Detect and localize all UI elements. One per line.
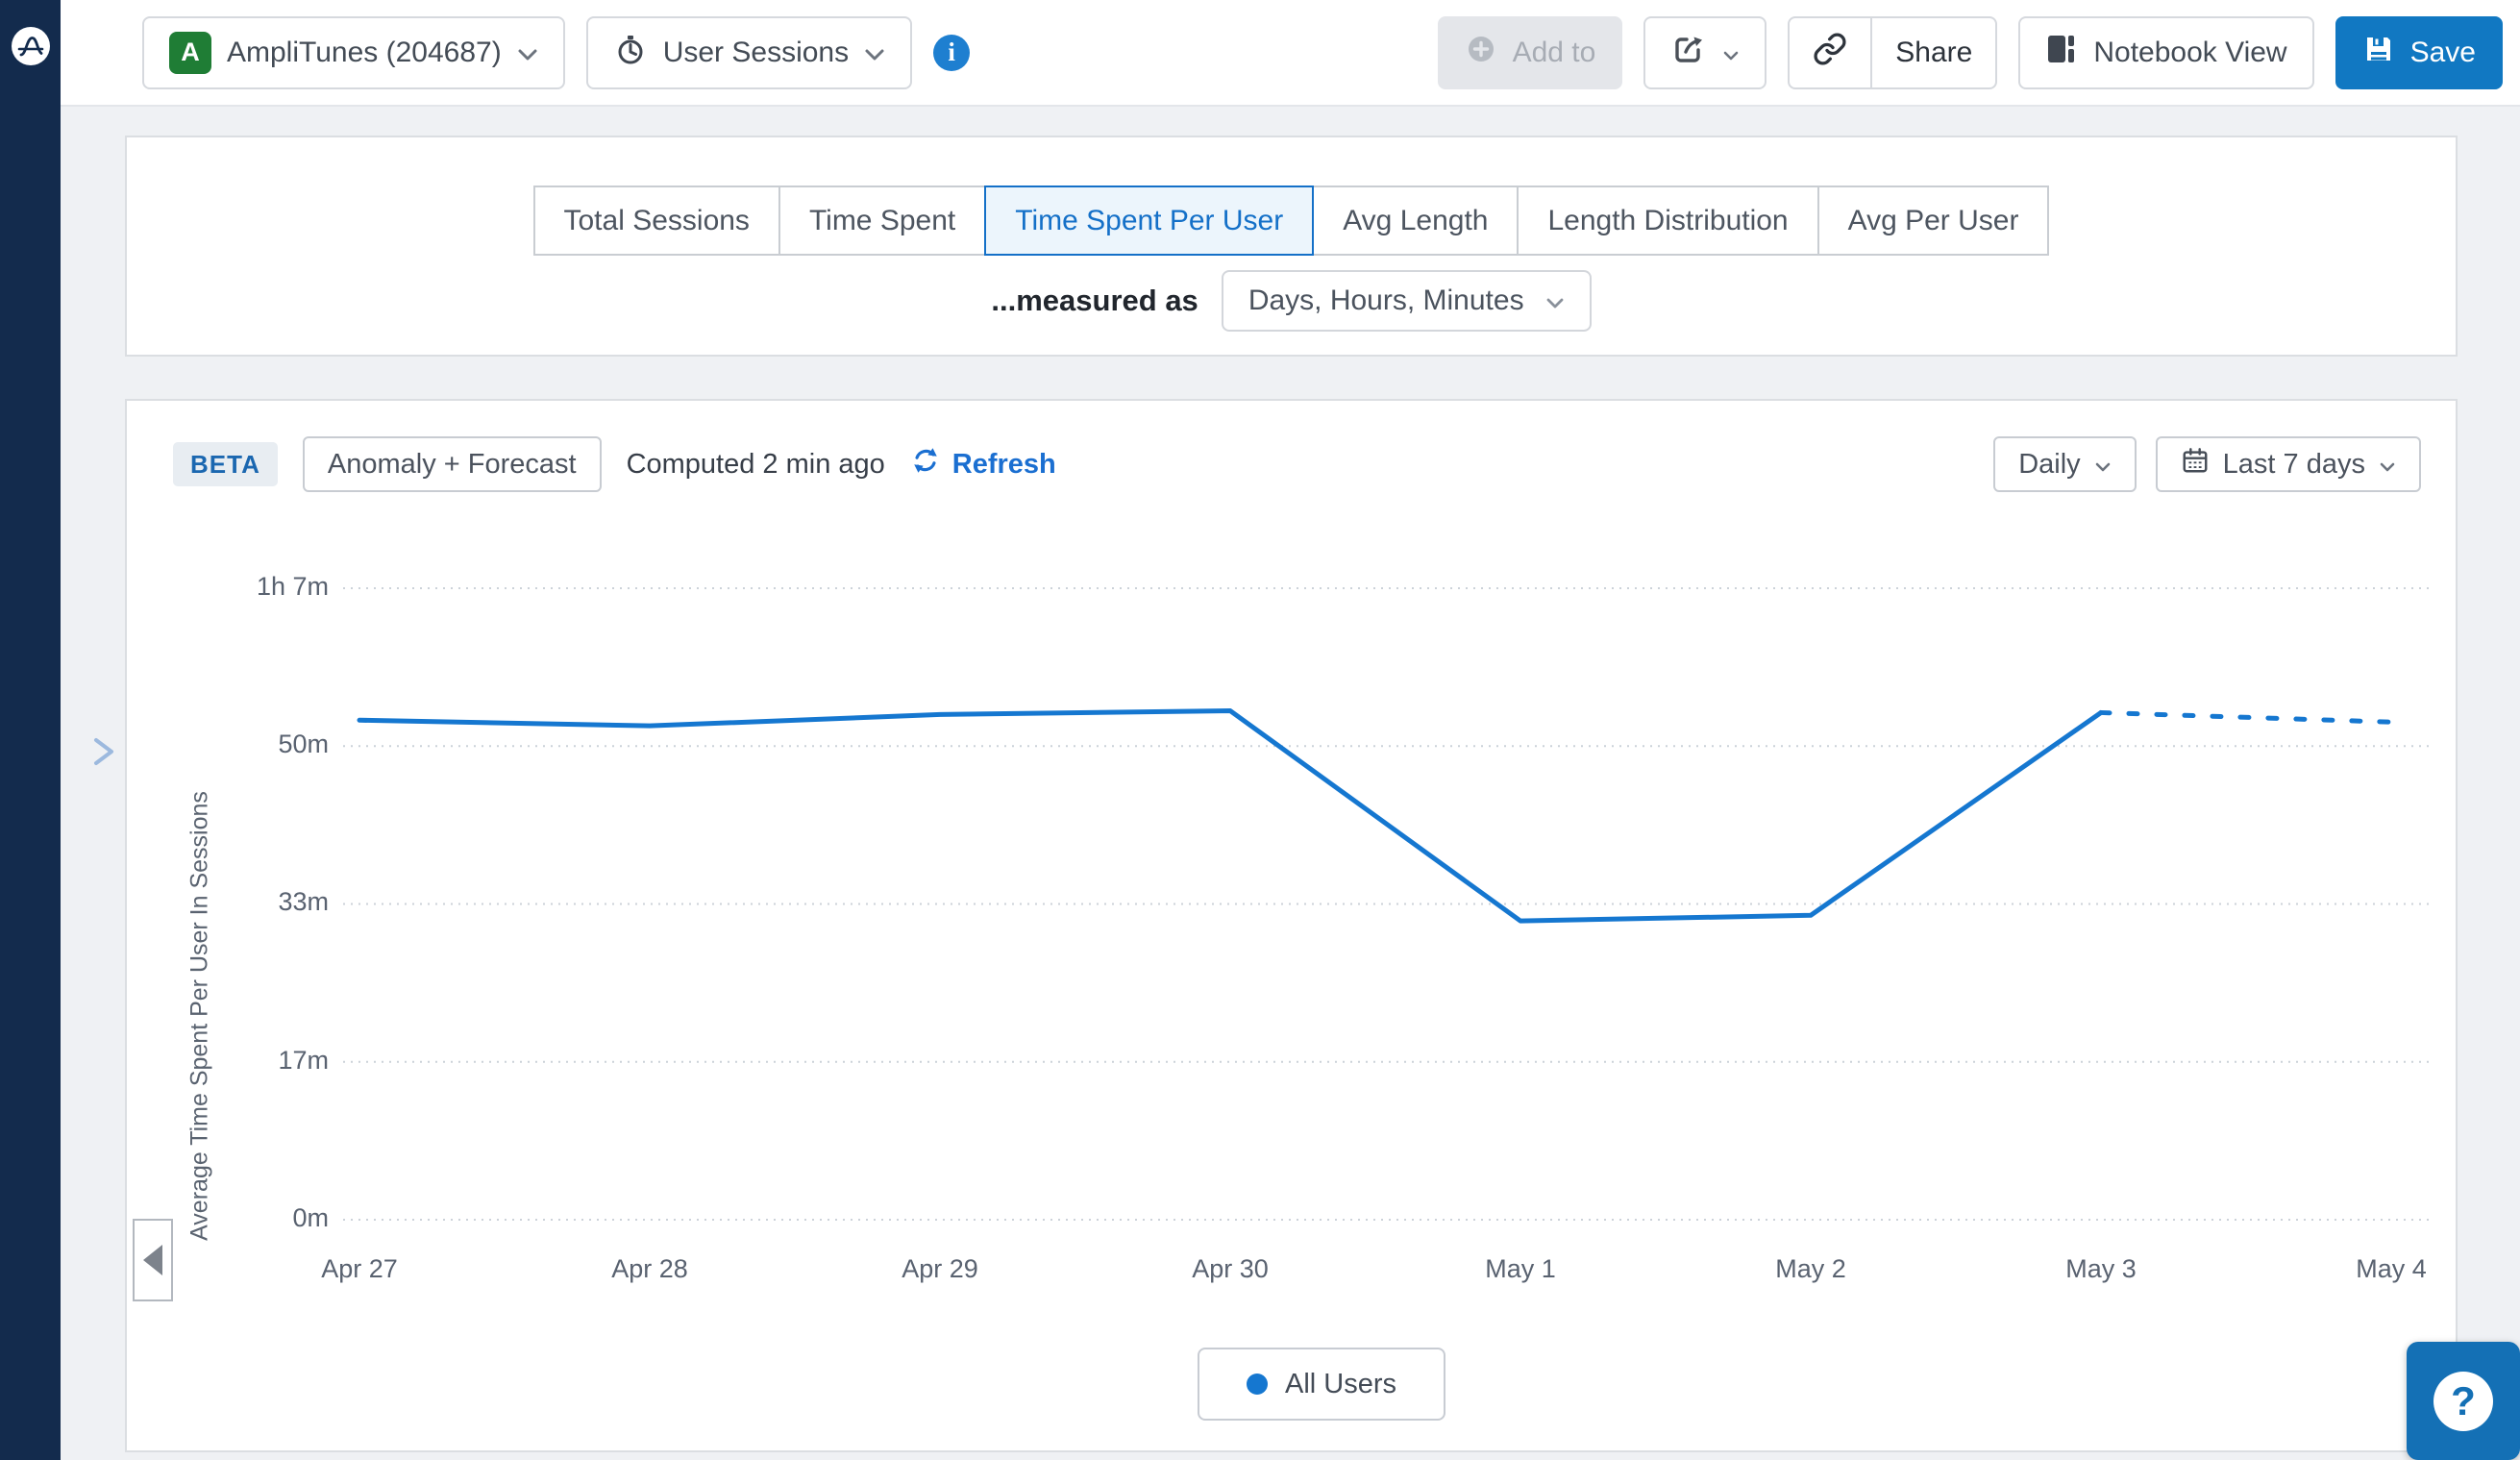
date-range-value: Last 7 days xyxy=(2222,448,2365,480)
measured-as-value: Days, Hours, Minutes xyxy=(1248,285,1524,316)
x-axis-tick: May 2 xyxy=(1775,1254,1846,1283)
chevron-down-icon xyxy=(1722,37,1740,69)
date-range-dropdown[interactable]: Last 7 days xyxy=(2155,436,2421,492)
refresh-icon xyxy=(910,445,941,483)
toolbar-left-group: A AmpliTunes (204687) User Sessions xyxy=(142,15,971,89)
chart-toolbar-left: BETA Anomaly + Forecast Computed 2 min a… xyxy=(173,436,1056,492)
user-sessions-icon xyxy=(613,32,648,74)
chart-toolbar-right: Daily Last 7 days xyxy=(1993,436,2421,492)
y-axis-tick: 0m xyxy=(292,1203,329,1232)
chevron-down-icon xyxy=(2094,449,2112,481)
series-line-actual[interactable] xyxy=(357,707,2104,924)
tab-time-spent[interactable]: Time Spent xyxy=(778,186,987,256)
legend-series-label: All Users xyxy=(1284,1368,1396,1399)
expand-panel-chevron-icon[interactable] xyxy=(85,732,123,771)
notebook-icon xyxy=(2045,32,2078,74)
x-axis-tick: May 3 xyxy=(2065,1254,2137,1283)
x-axis-tick: May 1 xyxy=(1485,1254,1556,1283)
y-axis-tick: 50m xyxy=(278,730,329,759)
plus-circle-icon xyxy=(1465,33,1497,73)
sidebar xyxy=(0,0,61,1460)
save-label: Save xyxy=(2409,36,2476,68)
analysis-type-selector[interactable]: User Sessions xyxy=(585,15,913,89)
chevron-down-icon xyxy=(517,37,538,69)
tab-time-spent-per-user[interactable]: Time Spent Per User xyxy=(984,186,1315,256)
y-axis-tick: 33m xyxy=(278,887,329,917)
chevron-down-icon xyxy=(2379,449,2396,481)
tabs-row: Total Sessions Time Spent Time Spent Per U… xyxy=(127,186,2456,256)
share-split-button: Share xyxy=(1788,15,1998,89)
x-axis-tick: May 4 xyxy=(2356,1254,2427,1283)
copy-link-button[interactable] xyxy=(1790,17,1873,87)
link-icon xyxy=(1813,32,1847,74)
beta-badge: BETA xyxy=(173,442,278,486)
measured-as-label: ...measured as xyxy=(991,284,1198,317)
y-axis-tick: 17m xyxy=(278,1045,329,1075)
notebook-view-label: Notebook View xyxy=(2093,36,2287,68)
tab-avg-length[interactable]: Avg Length xyxy=(1312,186,1519,256)
notebook-view-button[interactable]: Notebook View xyxy=(2018,15,2314,89)
add-to-label: Add to xyxy=(1512,36,1596,68)
granularity-value: Daily xyxy=(2018,448,2081,480)
refresh-link[interactable]: Refresh xyxy=(910,445,1056,483)
chart-plot[interactable] xyxy=(338,579,2434,1251)
export-icon xyxy=(1670,31,1707,75)
project-name: AmpliTunes (204687) xyxy=(227,36,502,68)
amplitude-logo-icon[interactable] xyxy=(12,27,50,65)
legend-series-dot xyxy=(1246,1373,1268,1395)
save-icon xyxy=(2362,33,2395,73)
share-button[interactable]: Share xyxy=(1872,18,1995,87)
collapse-panel-handle[interactable] xyxy=(133,1219,173,1301)
y-axis-title: Average Time Spent Per User In Sessions xyxy=(185,791,213,1241)
chevron-down-icon xyxy=(864,37,885,69)
info-icon[interactable]: i xyxy=(933,34,971,71)
x-axis-tick: Apr 27 xyxy=(321,1254,398,1283)
calendar-icon xyxy=(2181,446,2210,483)
chevron-down-icon xyxy=(1545,285,1565,317)
x-axis-tick: Apr 28 xyxy=(611,1254,688,1283)
top-toolbar: A AmpliTunes (204687) User Sessions xyxy=(61,0,2520,107)
add-to-button[interactable]: Add to xyxy=(1437,15,1623,89)
project-badge: A xyxy=(169,31,211,74)
toolbar-right-group: Add to xyxy=(1437,15,2503,89)
project-selector[interactable]: A AmpliTunes (204687) xyxy=(142,15,565,89)
measured-as-row: ...measured as Days, Hours, Minutes xyxy=(127,270,2456,332)
help-button[interactable]: ? xyxy=(2407,1342,2520,1460)
granularity-dropdown[interactable]: Daily xyxy=(1993,436,2137,492)
refresh-label: Refresh xyxy=(951,448,1056,480)
x-axis-tick: Apr 29 xyxy=(902,1254,978,1283)
share-label: Share xyxy=(1895,36,1973,68)
tab-avg-per-user[interactable]: Avg Per User xyxy=(1816,186,2050,256)
analysis-type-label: User Sessions xyxy=(662,36,850,68)
x-axis-tick: Apr 30 xyxy=(1192,1254,1269,1283)
chart-panel: BETA Anomaly + Forecast Computed 2 min a… xyxy=(125,399,2458,1452)
export-button[interactable] xyxy=(1643,15,1767,89)
y-axis-tick: 1h 7m xyxy=(256,571,329,601)
measured-as-dropdown[interactable]: Days, Hours, Minutes xyxy=(1221,270,1592,332)
question-mark-icon: ? xyxy=(2434,1371,2493,1431)
triangle-left-icon xyxy=(143,1245,162,1275)
tab-length-distribution[interactable]: Length Distribution xyxy=(1517,186,1819,256)
anomaly-forecast-button[interactable]: Anomaly + Forecast xyxy=(302,436,602,492)
anomaly-forecast-label: Anomaly + Forecast xyxy=(327,448,577,480)
metric-tabs-panel: Total Sessions Time Spent Time Spent Per U… xyxy=(125,136,2458,357)
save-button[interactable]: Save xyxy=(2335,15,2503,89)
series-line-forecast[interactable] xyxy=(2098,709,2394,725)
computed-status-text: Computed 2 min ago xyxy=(626,448,885,480)
legend-all-users[interactable]: All Users xyxy=(1198,1348,1445,1421)
tab-total-sessions[interactable]: Total Sessions xyxy=(532,186,780,256)
